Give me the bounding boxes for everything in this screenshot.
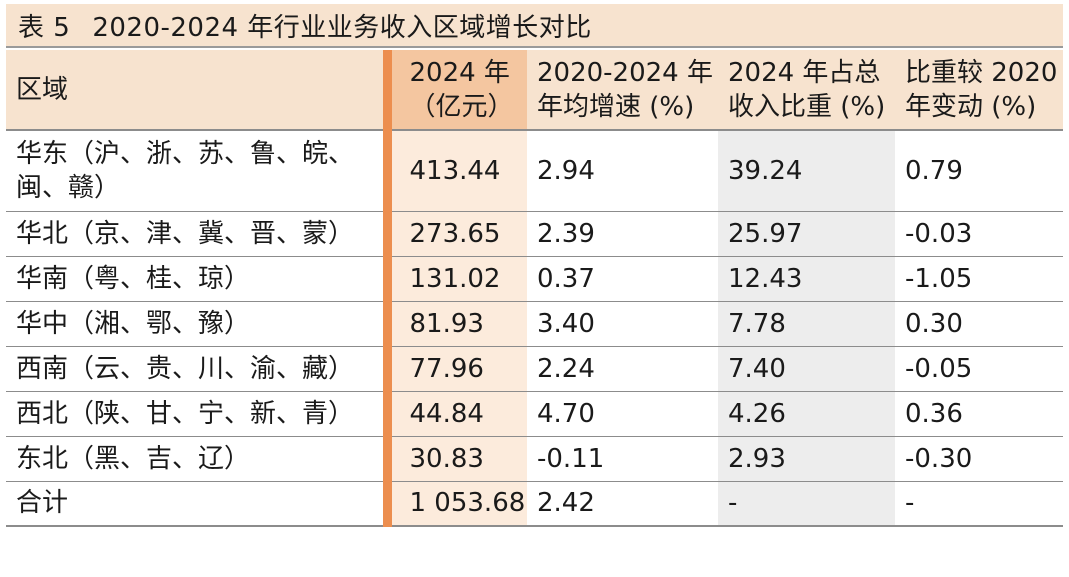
cell-revenue-2024: 131.02 bbox=[382, 256, 527, 302]
cell-revenue-2024: 413.44 bbox=[382, 130, 527, 212]
header-cagr: 2020-2024 年年均增速 (%) bbox=[527, 50, 718, 131]
cell-share-change: -1.05 bbox=[895, 256, 1063, 302]
cell-share-2024: 4.26 bbox=[718, 391, 895, 437]
cell-revenue-2024: 44.84 bbox=[382, 391, 527, 437]
table-total-row: 合计 1 053.68 2.42 - - bbox=[6, 481, 1063, 527]
cell-cagr: 3.40 bbox=[527, 301, 718, 347]
cell-region: 华北（京、津、冀、晋、蒙） bbox=[6, 211, 387, 257]
cell-region: 合计 bbox=[6, 481, 387, 527]
cell-share-change: 0.79 bbox=[895, 130, 1063, 212]
cell-cagr: 2.24 bbox=[527, 346, 718, 392]
header-revenue-2024: 2024 年（亿元） bbox=[382, 50, 527, 131]
table-title: 2020-2024 年行业业务收入区域增长对比 bbox=[92, 12, 592, 43]
table-number: 表 5 bbox=[18, 12, 71, 43]
cell-region: 东北（黑、吉、辽） bbox=[6, 436, 387, 482]
table-row: 东北（黑、吉、辽） 30.83 -0.11 2.93 -0.30 bbox=[6, 436, 1063, 482]
cell-share-change: 0.30 bbox=[895, 301, 1063, 347]
cell-revenue-2024: 77.96 bbox=[382, 346, 527, 392]
cell-share-change: - bbox=[895, 481, 1063, 527]
cell-cagr: -0.11 bbox=[527, 436, 718, 482]
cell-share-2024: 25.97 bbox=[718, 211, 895, 257]
cell-revenue-2024: 81.93 bbox=[382, 301, 527, 347]
table-row: 华北（京、津、冀、晋、蒙） 273.65 2.39 25.97 -0.03 bbox=[6, 211, 1063, 257]
cell-share-change: -0.03 bbox=[895, 211, 1063, 257]
cell-share-2024: 39.24 bbox=[718, 130, 895, 212]
cell-region: 西北（陕、甘、宁、新、青） bbox=[6, 391, 387, 437]
cell-cagr: 2.42 bbox=[527, 481, 718, 527]
header-region: 区域 bbox=[6, 50, 387, 131]
cell-revenue-2024: 1 053.68 bbox=[382, 481, 527, 527]
header-share-change: 比重较 2020 年变动 (%) bbox=[895, 50, 1063, 131]
cell-share-2024: 7.78 bbox=[718, 301, 895, 347]
table-row: 华东（沪、浙、苏、鲁、皖、 闽、赣） 413.44 2.94 39.24 0.79 bbox=[6, 130, 1063, 212]
table-row: 华南（粤、桂、琼） 131.02 0.37 12.43 -1.05 bbox=[6, 256, 1063, 302]
table-caption: 表 5 2020-2024 年行业业务收入区域增长对比 bbox=[6, 4, 1063, 48]
cell-region: 西南（云、贵、川、渝、藏） bbox=[6, 346, 387, 392]
cell-share-change: -0.30 bbox=[895, 436, 1063, 482]
cell-share-2024: 12.43 bbox=[718, 256, 895, 302]
cell-share-change: 0.36 bbox=[895, 391, 1063, 437]
cell-share-2024: 2.93 bbox=[718, 436, 895, 482]
cell-cagr: 2.94 bbox=[527, 130, 718, 212]
cell-region: 华中（湘、鄂、豫） bbox=[6, 301, 387, 347]
cell-revenue-2024: 30.83 bbox=[382, 436, 527, 482]
cell-share-2024: 7.40 bbox=[718, 346, 895, 392]
table-row: 西南（云、贵、川、渝、藏） 77.96 2.24 7.40 -0.05 bbox=[6, 346, 1063, 392]
cell-cagr: 0.37 bbox=[527, 256, 718, 302]
cell-region: 华东（沪、浙、苏、鲁、皖、 闽、赣） bbox=[6, 130, 387, 212]
cell-share-change: -0.05 bbox=[895, 346, 1063, 392]
cell-region: 华南（粤、桂、琼） bbox=[6, 256, 387, 302]
cell-cagr: 2.39 bbox=[527, 211, 718, 257]
cell-share-2024: - bbox=[718, 481, 895, 527]
cell-revenue-2024: 273.65 bbox=[382, 211, 527, 257]
table-header-row: 区域 2024 年（亿元） 2020-2024 年年均增速 (%) 2024 年… bbox=[6, 50, 1063, 131]
cell-cagr: 4.70 bbox=[527, 391, 718, 437]
header-share-2024: 2024 年占总 收入比重 (%) bbox=[718, 50, 895, 131]
table-row: 西北（陕、甘、宁、新、青） 44.84 4.70 4.26 0.36 bbox=[6, 391, 1063, 437]
region-growth-table: 区域 2024 年（亿元） 2020-2024 年年均增速 (%) 2024 年… bbox=[6, 50, 1063, 527]
table-row: 华中（湘、鄂、豫） 81.93 3.40 7.78 0.30 bbox=[6, 301, 1063, 347]
